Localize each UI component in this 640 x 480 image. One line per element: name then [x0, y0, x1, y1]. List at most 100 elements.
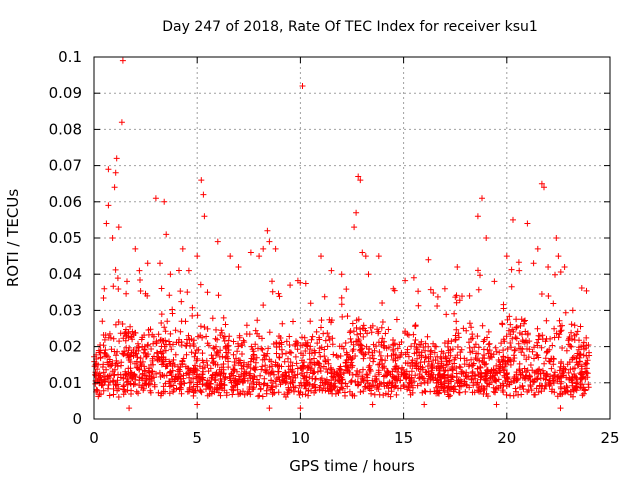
x-tick-label: 15: [394, 429, 413, 447]
data-point: [201, 213, 208, 220]
data-point: [481, 352, 487, 358]
data-point: [378, 324, 385, 331]
data-point: [129, 373, 136, 380]
data-point: [417, 341, 424, 348]
data-point: [546, 358, 552, 365]
data-point: [126, 357, 133, 363]
data-point: [451, 383, 458, 390]
data-point: [266, 238, 273, 245]
data-point: [568, 321, 575, 328]
data-point: [271, 371, 277, 378]
data-point: [184, 340, 191, 347]
data-point: [208, 374, 215, 381]
x-tick-label: 0: [89, 429, 99, 447]
data-point: [119, 57, 126, 64]
data-point: [270, 341, 277, 347]
data-point: [230, 338, 237, 345]
data-point: [264, 350, 271, 357]
data-point: [262, 362, 269, 369]
data-point: [474, 333, 481, 340]
data-point: [569, 374, 576, 381]
data-point: [307, 318, 314, 325]
data-point: [286, 387, 293, 394]
data-point: [355, 336, 362, 343]
data-point: [126, 405, 133, 412]
data-point: [561, 385, 568, 392]
data-point: [504, 374, 511, 380]
data-point: [472, 341, 479, 348]
data-point: [160, 383, 167, 390]
data-point: [434, 303, 441, 309]
data-point: [213, 343, 219, 350]
data-point: [101, 285, 108, 292]
data-point: [153, 340, 160, 347]
data-point: [197, 388, 204, 395]
data-point: [469, 362, 475, 369]
data-point: [442, 353, 449, 360]
data-point: [250, 379, 257, 385]
data-point: [454, 344, 461, 350]
data-point: [338, 380, 345, 387]
data-point: [488, 379, 495, 386]
data-point: [404, 360, 411, 367]
data-point: [302, 391, 309, 398]
data-point: [294, 339, 301, 346]
data-point: [145, 381, 152, 388]
data-point: [579, 392, 586, 399]
data-point: [431, 349, 438, 356]
data-point: [493, 348, 500, 355]
data-point: [106, 330, 113, 337]
data-point: [584, 374, 591, 381]
data-point: [326, 316, 333, 323]
data-point: [424, 333, 431, 340]
data-point: [136, 267, 143, 274]
data-point: [167, 271, 174, 278]
data-point: [427, 351, 434, 358]
data-point: [358, 349, 365, 356]
y-tick-label: 0.02: [49, 338, 82, 356]
data-point: [582, 368, 589, 375]
data-point: [256, 333, 262, 340]
data-point: [515, 259, 522, 266]
data-point: [499, 387, 506, 394]
data-point: [235, 264, 242, 270]
data-point: [443, 355, 449, 361]
data-point: [278, 363, 285, 370]
data-point: [157, 337, 164, 344]
data-point: [522, 328, 529, 335]
data-point: [349, 320, 356, 327]
data-point: [199, 350, 206, 357]
data-point: [266, 405, 273, 412]
data-point: [110, 283, 117, 290]
data-point: [346, 329, 353, 336]
data-point: [130, 332, 137, 338]
data-point: [474, 379, 481, 386]
data-point: [545, 379, 552, 386]
data-point: [513, 369, 520, 376]
data-point: [275, 368, 282, 375]
data-point: [370, 355, 377, 362]
data-point: [359, 249, 366, 256]
data-point: [238, 371, 245, 378]
data-point: [324, 343, 331, 350]
x-tick-label: 25: [600, 429, 619, 447]
data-point: [118, 119, 125, 126]
data-point: [530, 260, 537, 267]
data-point: [357, 341, 364, 348]
data-point: [503, 391, 510, 398]
data-point: [387, 393, 394, 400]
data-point: [323, 376, 330, 383]
data-point: [375, 330, 382, 337]
data-point: [107, 379, 113, 386]
data-point: [477, 272, 483, 279]
data-point: [115, 385, 122, 392]
data-point: [513, 316, 520, 323]
data-points: [91, 57, 593, 412]
data-point: [352, 353, 359, 359]
data-point: [488, 350, 495, 357]
data-point: [534, 325, 541, 332]
data-point: [369, 401, 376, 408]
data-point: [339, 313, 346, 320]
data-point: [410, 274, 417, 281]
